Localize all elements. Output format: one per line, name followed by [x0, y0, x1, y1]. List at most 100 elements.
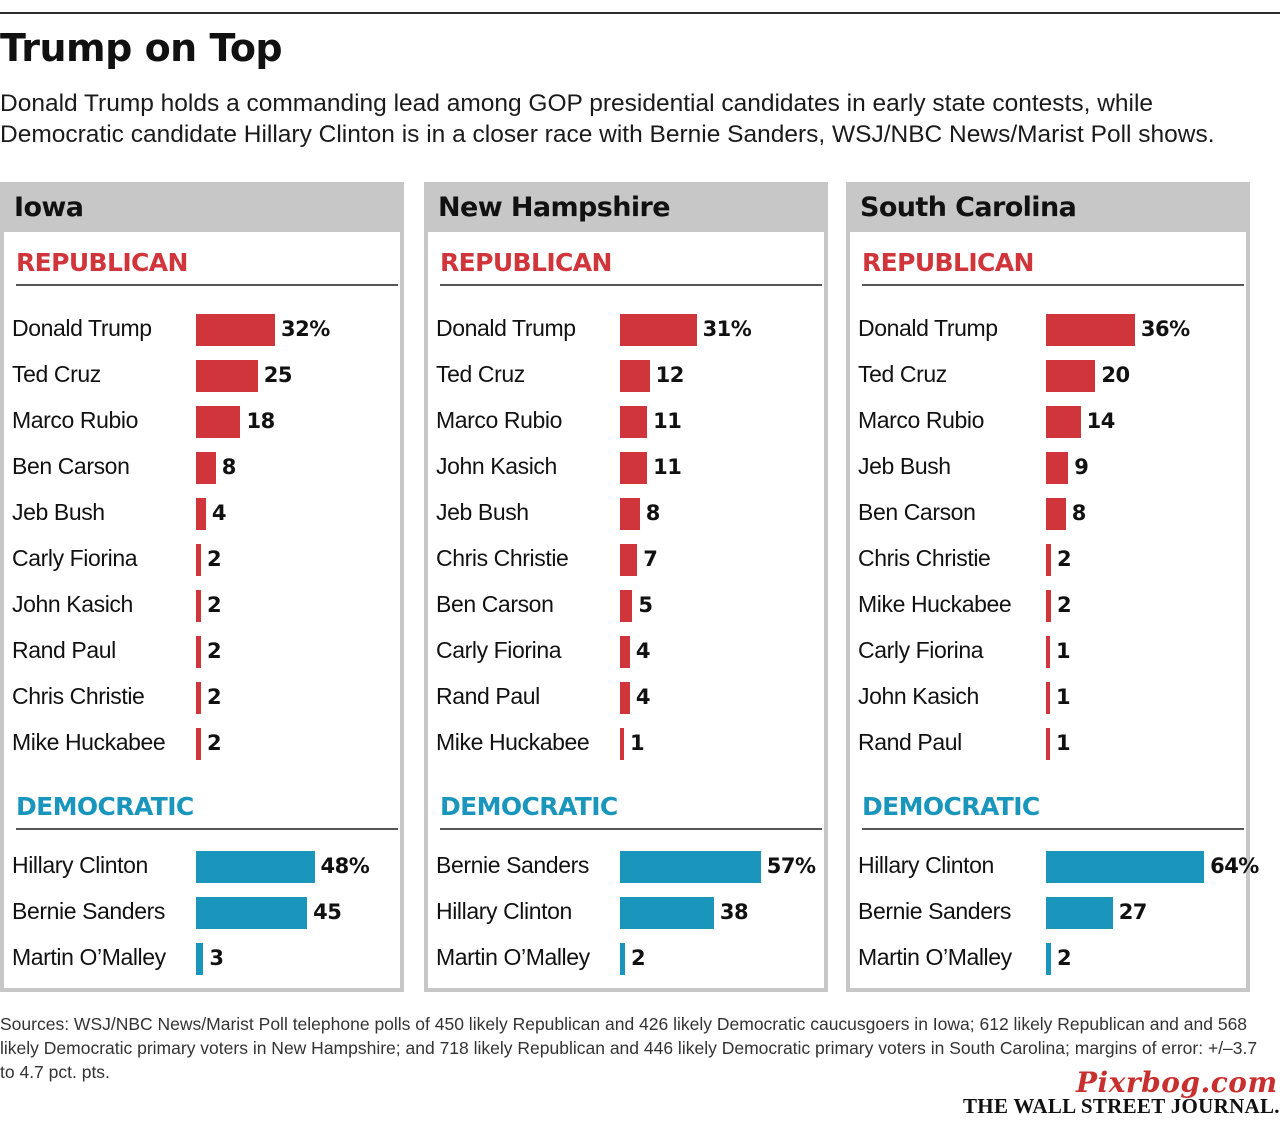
candidate-row: Jeb Bush 9 — [850, 451, 1246, 485]
bar — [620, 636, 630, 668]
candidate-row: Hillary Clinton 38 — [428, 896, 824, 930]
bar — [196, 851, 315, 883]
bar-value-label: 32% — [281, 317, 330, 341]
bar — [196, 897, 308, 929]
bar — [1046, 728, 1050, 760]
bar — [196, 406, 241, 438]
bar — [620, 314, 697, 346]
candidate-name: Bernie Sanders — [12, 898, 165, 924]
bar-value-label: 27 — [1118, 900, 1148, 924]
bar — [1046, 498, 1066, 530]
bar — [1046, 314, 1135, 346]
bar-value-label: 18 — [246, 409, 275, 433]
candidate-row: Donald Trump 31% — [428, 313, 824, 347]
bar — [620, 851, 761, 883]
candidate-row: Rand Paul 1 — [850, 727, 1246, 761]
bar-value-label: 8 — [1071, 501, 1087, 525]
candidate-name: Ben Carson — [12, 453, 130, 479]
republican-heading: REPUBLICAN — [440, 248, 612, 277]
candidate-row: Carly Fiorina 1 — [850, 635, 1246, 669]
candidate-name: Rand Paul — [858, 729, 962, 755]
candidate-name: Marco Rubio — [858, 407, 984, 433]
candidate-name: Martin O’Malley — [858, 944, 1012, 970]
bar — [620, 498, 640, 530]
panel-header: Iowa — [4, 186, 400, 232]
panel-state-title: Iowa — [14, 192, 84, 223]
candidate-row: Donald Trump 32% — [4, 313, 400, 347]
bar-value-label: 1 — [630, 731, 645, 755]
bar — [196, 636, 201, 668]
bar-value-label: 5 — [638, 593, 653, 617]
candidate-name: Donald Trump — [858, 315, 998, 341]
party-divider — [862, 828, 1244, 830]
watermark-logo: Pixrbog.com — [1076, 1066, 1278, 1099]
candidate-row: Ted Cruz 12 — [428, 359, 824, 393]
candidate-name: Chris Christie — [858, 545, 991, 571]
bar-value-label: 4 — [635, 639, 651, 663]
candidate-row: Martin O’Malley 3 — [4, 942, 400, 976]
democratic-heading: DEMOCRATIC — [16, 792, 194, 821]
candidate-name: Carly Fiorina — [858, 637, 984, 663]
candidate-row: Carly Fiorina 2 — [4, 543, 400, 577]
panel-header: New Hampshire — [428, 186, 824, 232]
candidate-row: Jeb Bush 8 — [428, 497, 824, 531]
candidate-row: Martin O’Malley 2 — [428, 942, 824, 976]
candidate-row: Ben Carson 5 — [428, 589, 824, 623]
state-panel: New Hampshire REPUBLICAN Donald Trump 31% Te… — [424, 182, 828, 992]
candidate-name: Carly Fiorina — [12, 545, 138, 571]
bar-value-label: 2 — [206, 731, 222, 755]
bar — [620, 897, 714, 929]
candidate-row: Donald Trump 36% — [850, 313, 1246, 347]
panel-header: South Carolina — [850, 186, 1246, 232]
candidate-row: Chris Christie 2 — [4, 681, 400, 715]
candidate-name: Bernie Sanders — [436, 852, 589, 878]
bar-value-label: 11 — [653, 455, 682, 479]
candidate-name: Ted Cruz — [436, 361, 525, 387]
candidate-row: Hillary Clinton 48% — [4, 850, 400, 884]
bar-value-label: 9 — [1074, 455, 1089, 479]
bar — [196, 498, 206, 530]
bar-value-label: 48% — [320, 854, 370, 878]
bar-value-label: 1 — [1056, 639, 1071, 663]
candidate-name: Jeb Bush — [436, 499, 529, 525]
bar — [1046, 452, 1069, 484]
candidate-name: Bernie Sanders — [858, 898, 1011, 924]
bar — [620, 544, 638, 576]
bar-value-label: 36% — [1140, 317, 1190, 341]
bar-value-label: 45 — [313, 900, 342, 924]
bar — [1046, 943, 1051, 975]
party-divider — [440, 284, 822, 286]
party-divider — [16, 284, 398, 286]
candidate-row: Bernie Sanders 27 — [850, 896, 1246, 930]
candidate-name: Mike Huckabee — [858, 591, 1012, 617]
candidate-name: Rand Paul — [12, 637, 116, 663]
bar — [1046, 682, 1050, 714]
party-divider — [16, 828, 398, 830]
candidate-row: Bernie Sanders 45 — [4, 896, 400, 930]
candidate-name: John Kasich — [436, 453, 557, 479]
bar-value-label: 2 — [206, 685, 222, 709]
candidate-row: Chris Christie 7 — [428, 543, 824, 577]
bar-value-label: 1 — [1056, 685, 1071, 709]
bar — [196, 544, 201, 576]
bar — [1046, 590, 1051, 622]
candidate-row: Ben Carson 8 — [4, 451, 400, 485]
bar-value-label: 4 — [635, 685, 651, 709]
panel-state-title: New Hampshire — [438, 192, 671, 223]
publisher-logo: THE WALL STREET JOURNAL. — [963, 1094, 1280, 1118]
top-rule — [0, 12, 1280, 14]
candidate-row: Mike Huckabee 2 — [4, 727, 400, 761]
republican-heading: REPUBLICAN — [862, 248, 1034, 277]
bar-value-label: 2 — [1056, 593, 1072, 617]
candidate-name: Ben Carson — [436, 591, 554, 617]
candidate-name: Ted Cruz — [858, 361, 947, 387]
candidate-row: Ben Carson 8 — [850, 497, 1246, 531]
bar — [620, 590, 633, 622]
candidate-name: Martin O’Malley — [436, 944, 590, 970]
candidate-name: Chris Christie — [12, 683, 145, 709]
candidate-row: Mike Huckabee 1 — [428, 727, 824, 761]
bar — [620, 682, 630, 714]
candidate-row: Mike Huckabee 2 — [850, 589, 1246, 623]
candidate-name: Mike Huckabee — [436, 729, 590, 755]
bar-value-label: 7 — [643, 547, 658, 571]
